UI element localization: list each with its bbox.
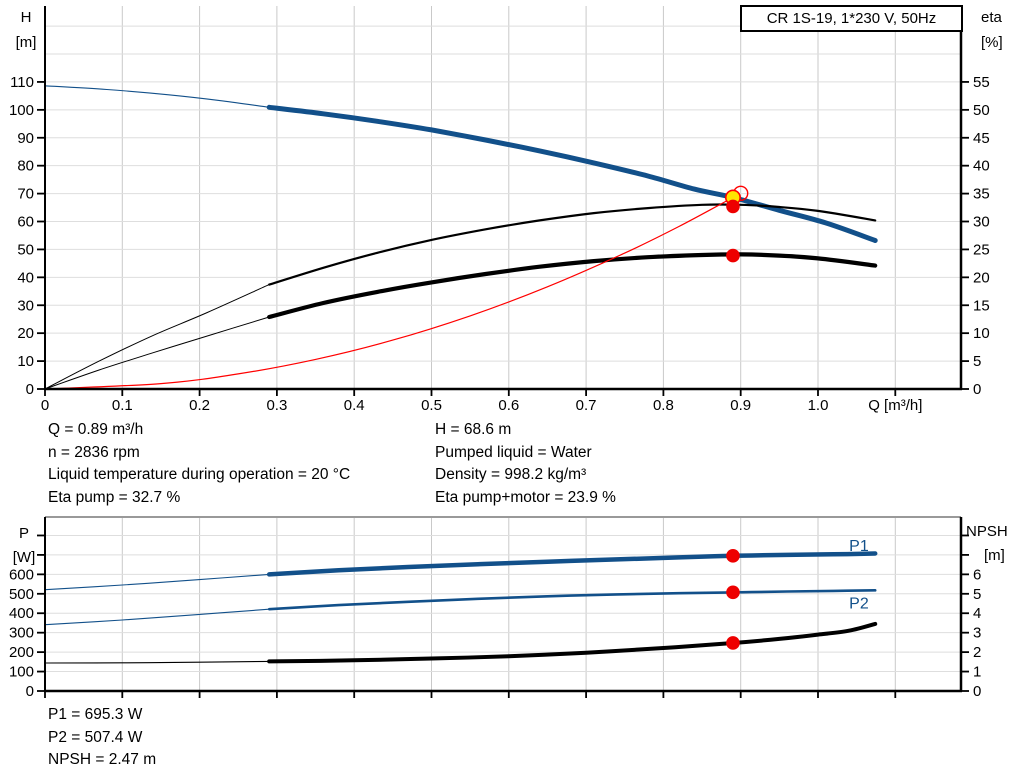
y-right-tick-label: 3: [973, 625, 981, 642]
npsh-curve: [267, 621, 878, 664]
eta-pump-curve: [268, 203, 877, 286]
y-right-tick-label: 50: [973, 102, 990, 119]
x-axis-label: Q [m³/h]: [868, 397, 922, 414]
pump-title-box: CR 1S-19, 1*230 V, 50Hz: [740, 5, 963, 32]
y-right-tick-label: 30: [973, 214, 990, 231]
y-left-tick-label: 30: [17, 297, 34, 314]
y-left-tick-label: 0: [26, 381, 34, 398]
p1-point: [726, 549, 740, 563]
y-left-tick-label: 400: [9, 605, 34, 622]
y-left-tick-label: 80: [17, 158, 34, 175]
y-left-tick-label: 300: [9, 625, 34, 642]
y-right-tick-label: 2: [973, 644, 981, 661]
y-left-axis-title: H: [21, 9, 32, 26]
info-line-p2: P2 = 507.4 W: [48, 728, 143, 746]
y-right-tick-label: 35: [973, 186, 990, 203]
info-line-q: Q = 0.89 m³/h: [48, 421, 144, 438]
x-tick-label: 0.6: [498, 397, 519, 414]
y-right-tick-label: 6: [973, 566, 981, 583]
x-tick-label: 0.4: [344, 397, 365, 414]
operating-point-info-right: H = 68.6 m Pumped liquid = Water Density…: [435, 419, 616, 510]
y-left-tick-label: 600: [9, 566, 34, 583]
eta-pump-motor-curve: [267, 252, 878, 320]
info-line-npsh: NPSH = 2.47 m: [48, 751, 157, 769]
power-npsh-info: P1 = 695.3 W P2 = 507.4 W NPSH = 2.47 m: [48, 704, 156, 772]
y-left-tick-label: 200: [9, 644, 34, 661]
y-right-tick-label: 1: [973, 664, 981, 681]
p1-curve: [266, 551, 878, 577]
y-left-tick-label: 40: [17, 269, 34, 286]
info-line-h: H = 68.6 m: [435, 421, 512, 438]
y-left-tick-label: 70: [17, 186, 34, 203]
series-label-p1: P1: [849, 538, 869, 555]
y-left-tick-label: 10: [17, 353, 34, 370]
y-left-tick-label: 0: [26, 683, 34, 700]
x-tick-label: 0.5: [421, 397, 442, 414]
y-right-tick-label: 5: [973, 586, 981, 603]
npsh-point: [726, 636, 740, 650]
info-line-temp: Liquid temperature during operation = 20…: [48, 466, 351, 484]
x-tick-label: 0.1: [112, 397, 133, 414]
y-right-tick-label: 10: [973, 325, 990, 342]
y-right-axis-title: NPSH: [966, 523, 1008, 540]
y-right-tick-label: 4: [973, 605, 981, 622]
p2-point: [726, 585, 740, 600]
y-right-tick-label: 0: [973, 381, 981, 398]
eta-pump-motor-point: [726, 248, 740, 263]
y-left-tick-label: 100: [9, 664, 34, 681]
y-left-tick-label: 50: [17, 241, 34, 258]
y-right-axis-title: eta: [981, 9, 1003, 26]
y-left-tick-label: 20: [17, 325, 34, 342]
info-line-n: n = 2836 rpm: [48, 443, 140, 461]
npsh-curve-thin: [44, 660, 270, 664]
x-tick-label: 0: [41, 397, 49, 414]
x-tick-label: 0.8: [653, 397, 674, 414]
x-tick-label: 0.7: [576, 397, 597, 414]
y-left-axis-title: P: [19, 525, 29, 542]
y-left-tick-label: 500: [9, 586, 34, 603]
x-tick-label: 0.2: [189, 397, 210, 414]
p1-curve-thin: [44, 573, 270, 591]
system-curve: [44, 196, 734, 390]
info-line-density: Density = 998.2 kg/m³: [435, 466, 587, 484]
y-left-axis-title: [m]: [16, 34, 37, 51]
x-tick-label: 0.9: [730, 397, 751, 414]
series-label-p2: P2: [849, 596, 869, 613]
info-line-eta-pump: Eta pump = 32.7 %: [48, 489, 181, 507]
y-right-tick-label: 20: [973, 269, 990, 286]
y-right-tick-label: 55: [973, 74, 990, 91]
eta-pump-motor-curve-thin: [44, 316, 270, 390]
y-right-tick-label: 15: [973, 297, 990, 314]
y-right-axis-title: [m]: [984, 547, 1005, 564]
y-right-tick-label: 40: [973, 158, 990, 175]
eta-pump-point: [726, 199, 740, 214]
y-left-tick-label: 60: [17, 214, 34, 231]
y-right-tick-label: 5: [973, 353, 981, 370]
info-line-liquid: Pumped liquid = Water: [435, 443, 592, 461]
info-line-eta-pump-motor: Eta pump+motor = 23.9 %: [435, 489, 616, 507]
x-tick-label: 1.0: [808, 397, 829, 414]
y-right-axis-title: [%]: [981, 34, 1003, 51]
eta-pump-curve-thin: [44, 284, 270, 390]
info-line-p1: P1 = 695.3 W: [48, 706, 143, 723]
y-right-tick-label: 25: [973, 241, 990, 258]
p2-curve: [267, 589, 877, 611]
p2-curve-thin: [44, 608, 270, 626]
y-left-tick-label: 90: [17, 130, 34, 147]
y-left-tick-label: 100: [9, 102, 34, 119]
x-tick-label: 0.3: [266, 397, 287, 414]
head-curve: [266, 104, 878, 243]
operating-point-info-left: Q = 0.89 m³/h n = 2836 rpm Liquid temper…: [48, 419, 350, 510]
y-left-axis-title: [W]: [13, 549, 36, 566]
head-curve-thin: [44, 85, 270, 108]
y-left-tick-label: 110: [10, 74, 34, 91]
pump-title: CR 1S-19, 1*230 V, 50Hz: [766, 10, 937, 27]
y-right-tick-label: 45: [973, 130, 990, 147]
y-right-tick-label: 0: [973, 683, 981, 700]
